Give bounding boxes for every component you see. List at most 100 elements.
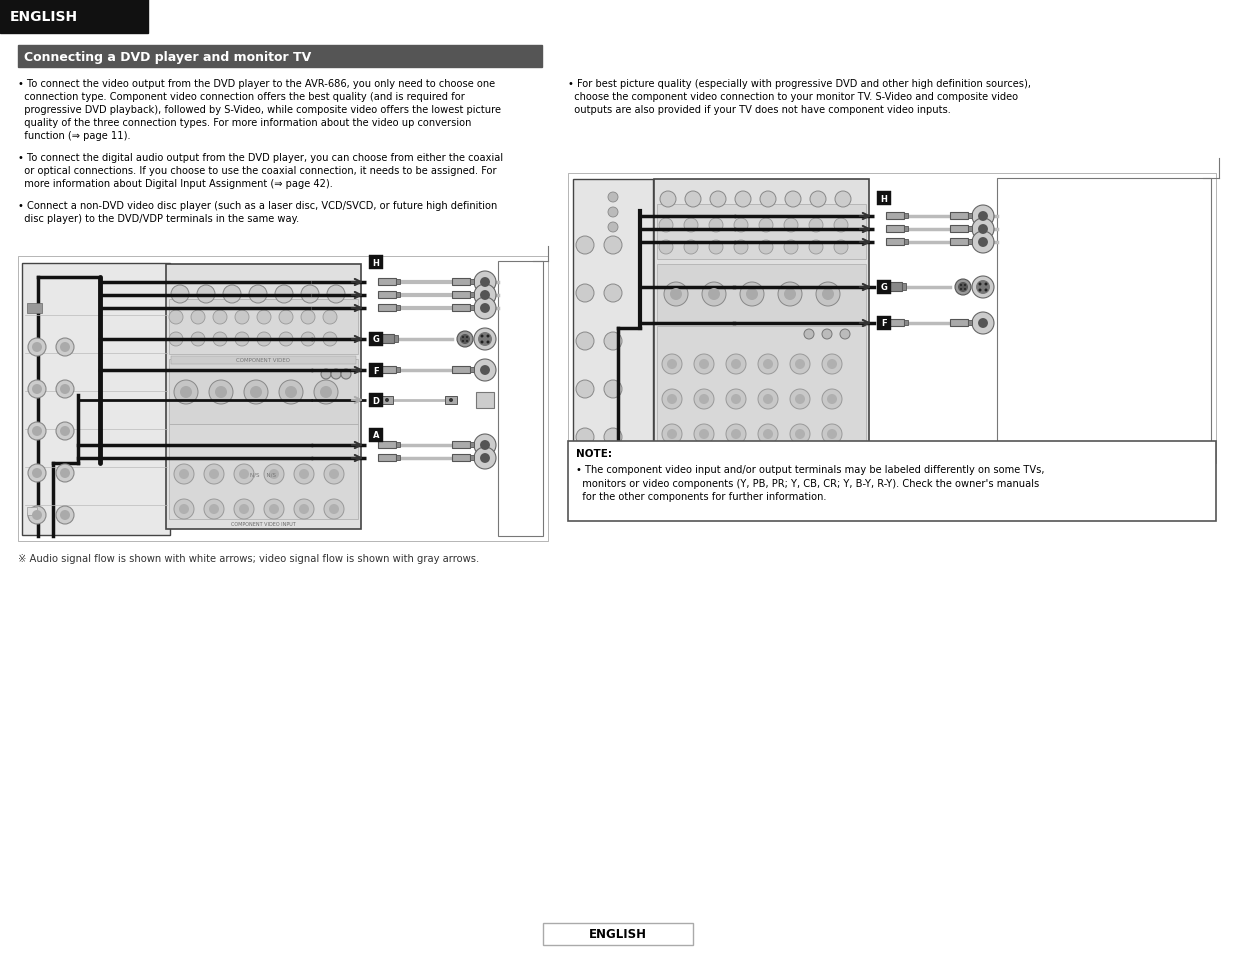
Circle shape <box>978 289 982 293</box>
Circle shape <box>459 335 471 345</box>
Circle shape <box>972 276 994 298</box>
Bar <box>471 456 474 460</box>
Circle shape <box>28 464 46 482</box>
Circle shape <box>823 424 842 444</box>
Bar <box>568 173 1216 463</box>
Circle shape <box>209 470 219 479</box>
Text: COMPONENT VIDEO: COMPONENT VIDEO <box>236 358 290 363</box>
Circle shape <box>684 219 698 233</box>
Circle shape <box>169 333 183 347</box>
Bar <box>170 356 356 365</box>
Bar <box>27 304 42 314</box>
Circle shape <box>275 286 293 304</box>
Circle shape <box>480 304 490 314</box>
Circle shape <box>763 395 773 405</box>
Circle shape <box>191 311 205 325</box>
Circle shape <box>662 355 682 375</box>
Circle shape <box>341 370 351 379</box>
Circle shape <box>694 355 714 375</box>
Bar <box>877 281 890 294</box>
Bar <box>950 239 968 246</box>
Circle shape <box>790 390 810 410</box>
Circle shape <box>708 289 720 301</box>
Text: COMPONENT VIDEO INPUT: COMPONENT VIDEO INPUT <box>729 449 793 454</box>
Circle shape <box>474 359 496 381</box>
Bar <box>968 240 972 245</box>
Circle shape <box>480 454 490 463</box>
Circle shape <box>840 330 850 339</box>
Circle shape <box>224 286 241 304</box>
Circle shape <box>978 318 988 329</box>
Bar <box>369 255 383 270</box>
Circle shape <box>972 219 994 241</box>
Bar <box>885 319 904 327</box>
Circle shape <box>324 333 337 347</box>
Circle shape <box>294 499 314 519</box>
Circle shape <box>834 241 848 254</box>
Circle shape <box>462 340 464 343</box>
Circle shape <box>329 504 338 515</box>
Bar <box>568 441 1216 521</box>
Circle shape <box>480 366 490 375</box>
Bar <box>452 305 471 312</box>
Text: NOTE:: NOTE: <box>576 449 613 458</box>
Circle shape <box>331 370 341 379</box>
Circle shape <box>760 219 773 233</box>
Circle shape <box>955 280 971 295</box>
Text: G: G <box>881 283 888 293</box>
Bar <box>471 368 474 373</box>
Circle shape <box>56 422 74 440</box>
Circle shape <box>978 212 988 222</box>
Circle shape <box>233 464 254 484</box>
Circle shape <box>960 285 962 287</box>
Circle shape <box>474 448 496 470</box>
Bar <box>475 393 494 409</box>
Circle shape <box>784 241 798 254</box>
Bar <box>950 213 968 220</box>
Circle shape <box>212 311 227 325</box>
Circle shape <box>32 427 42 436</box>
Circle shape <box>474 435 496 456</box>
Circle shape <box>823 289 834 301</box>
Circle shape <box>179 470 189 479</box>
Circle shape <box>240 504 249 515</box>
Circle shape <box>385 398 389 402</box>
Circle shape <box>279 380 303 405</box>
Bar <box>169 359 358 424</box>
Circle shape <box>257 311 270 325</box>
Circle shape <box>972 206 994 228</box>
Bar <box>396 293 400 297</box>
Circle shape <box>474 285 496 307</box>
Circle shape <box>56 464 74 482</box>
Circle shape <box>324 464 345 484</box>
Circle shape <box>174 380 198 405</box>
Circle shape <box>740 283 764 307</box>
Circle shape <box>61 511 70 520</box>
Circle shape <box>699 359 709 370</box>
Circle shape <box>61 343 70 353</box>
Text: • For best picture quality (especially with progressive DVD and other high defin: • For best picture quality (especially w… <box>568 79 1031 115</box>
Circle shape <box>823 330 832 339</box>
Bar <box>369 429 383 442</box>
Bar <box>904 320 908 326</box>
Bar <box>997 179 1212 458</box>
Text: H: H <box>881 194 888 203</box>
Circle shape <box>474 329 496 351</box>
Circle shape <box>324 311 337 325</box>
Circle shape <box>958 283 968 293</box>
Circle shape <box>984 283 988 286</box>
Circle shape <box>212 333 227 347</box>
Circle shape <box>299 504 309 515</box>
Text: COMPONENT VIDEO INPUT: COMPONENT VIDEO INPUT <box>231 521 295 526</box>
Bar <box>19 46 542 68</box>
Bar <box>573 180 653 457</box>
Circle shape <box>726 424 746 444</box>
Bar <box>657 265 866 325</box>
Bar <box>471 442 474 448</box>
Bar <box>27 507 37 516</box>
Circle shape <box>790 355 810 375</box>
Circle shape <box>685 192 701 208</box>
Circle shape <box>608 208 618 218</box>
Bar <box>452 292 471 298</box>
Circle shape <box>835 192 851 208</box>
